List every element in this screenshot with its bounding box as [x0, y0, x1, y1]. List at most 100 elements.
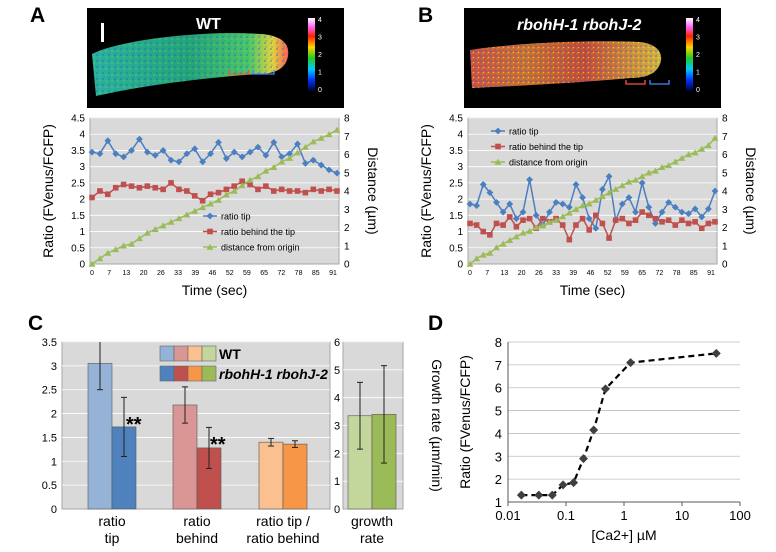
data-point: [601, 384, 611, 394]
chart-c-bars: 00.511.522.533.50123456ratiotipratiobehi…: [42, 337, 445, 546]
micrograph-label-wt: WT: [196, 16, 221, 33]
data-point: [270, 188, 277, 194]
colorbar-tick-label: 1: [318, 70, 322, 77]
micrograph-wt: WT 4 3 2 1 0: [87, 8, 344, 108]
plot-area: [89, 117, 340, 265]
data-point: [539, 222, 547, 229]
data-point: [526, 227, 534, 234]
data-point: [658, 163, 666, 170]
legend-marker: [206, 243, 214, 250]
data-point: [262, 167, 270, 174]
data-point: [593, 212, 599, 219]
data-point: [215, 138, 222, 146]
x-tick-label: 100: [729, 508, 751, 523]
data-point: [625, 194, 633, 201]
x-tick-label: 20: [518, 270, 526, 277]
data-point: [96, 150, 104, 158]
data-point: [176, 186, 182, 193]
data-point: [534, 490, 544, 500]
data-point: [310, 186, 317, 193]
data-point: [487, 232, 493, 238]
y2-tick-label: 4: [344, 187, 350, 198]
data-point: [326, 186, 332, 193]
legend-swatch: [201, 345, 217, 362]
fit-curve: [521, 352, 717, 497]
data-point: [499, 240, 507, 247]
x-tick-label: 72: [655, 270, 663, 277]
data-point: [605, 173, 613, 180]
data-point: [112, 246, 120, 253]
legend-marker: [206, 212, 214, 220]
data-point: [167, 156, 175, 164]
x-tick-label: 85: [690, 270, 698, 277]
legend-swatch: [173, 345, 189, 362]
x-tick-label: 85: [312, 270, 320, 277]
x-tick-label: 13: [123, 270, 131, 277]
x-tick-label: 52: [226, 270, 234, 277]
x-tick-label: 26: [535, 270, 543, 277]
x-tick-label: 78: [673, 270, 681, 277]
legend-swatch: [201, 365, 217, 382]
legend-label: distance from origin: [221, 243, 300, 253]
y-tick-label: 3: [495, 449, 502, 464]
x-tick-label: 39: [569, 270, 577, 277]
y-tick-label: 2: [79, 195, 85, 206]
data-point: [89, 194, 95, 201]
data-point: [545, 218, 553, 225]
data-point: [645, 169, 653, 176]
y-tick-label: 0: [79, 260, 85, 271]
y2-tick-label: 5: [722, 168, 728, 179]
data-point: [239, 178, 245, 185]
y2-tick-label: 0: [334, 504, 340, 516]
data-point: [199, 197, 206, 204]
legend-swatch: [159, 345, 175, 362]
data-point: [579, 194, 586, 201]
data-point: [207, 191, 214, 198]
y-tick-label: 3.5: [449, 146, 463, 157]
data-point: [599, 185, 606, 193]
y-tick-label: 5: [495, 404, 502, 419]
data-point: [160, 186, 166, 193]
y2-tick-label: 2: [344, 223, 350, 234]
y2-tick-label: 6: [722, 150, 728, 161]
y-tick-label: 3.5: [42, 337, 57, 349]
bracket-tip: [252, 70, 275, 75]
data-point: [175, 215, 183, 222]
y-tick-label: 4: [495, 426, 502, 441]
y2-tick-label: 4: [722, 187, 728, 198]
y-tick-label: 1: [51, 456, 57, 468]
data-point: [207, 150, 214, 158]
data-point: [183, 150, 191, 158]
x-axis-title: Time (sec): [560, 282, 626, 298]
data-point: [692, 219, 698, 225]
data-point: [254, 173, 262, 180]
x-tick-label: 1: [620, 508, 627, 523]
x-tick-label: 0.1: [557, 508, 575, 523]
x-tick-label: 7: [107, 270, 111, 277]
y2-tick-label: 0: [722, 260, 728, 271]
data-point: [559, 222, 566, 228]
data-point: [191, 193, 198, 199]
y2-tick-label: 7: [722, 132, 728, 143]
y2-tick-label: 8: [722, 114, 728, 125]
data-point: [479, 251, 487, 258]
data-point: [547, 490, 557, 500]
data-point: [579, 202, 587, 209]
data-point: [586, 227, 592, 233]
y-tick-label: 0.5: [449, 243, 463, 254]
data-point: [671, 203, 679, 211]
data-point: [333, 126, 341, 133]
y-tick-label: 4: [79, 130, 85, 141]
data-point: [526, 215, 533, 222]
colorbar: [686, 18, 693, 91]
data-point: [486, 249, 494, 256]
x-tick-label: 46: [209, 270, 217, 277]
data-point: [286, 154, 294, 161]
data-point: [492, 244, 500, 251]
data-point: [143, 148, 151, 156]
data-point: [318, 188, 324, 194]
y-tick-label: 2.5: [71, 178, 85, 189]
data-point: [599, 220, 606, 227]
data-point: [184, 188, 190, 194]
data-point: [333, 169, 341, 177]
